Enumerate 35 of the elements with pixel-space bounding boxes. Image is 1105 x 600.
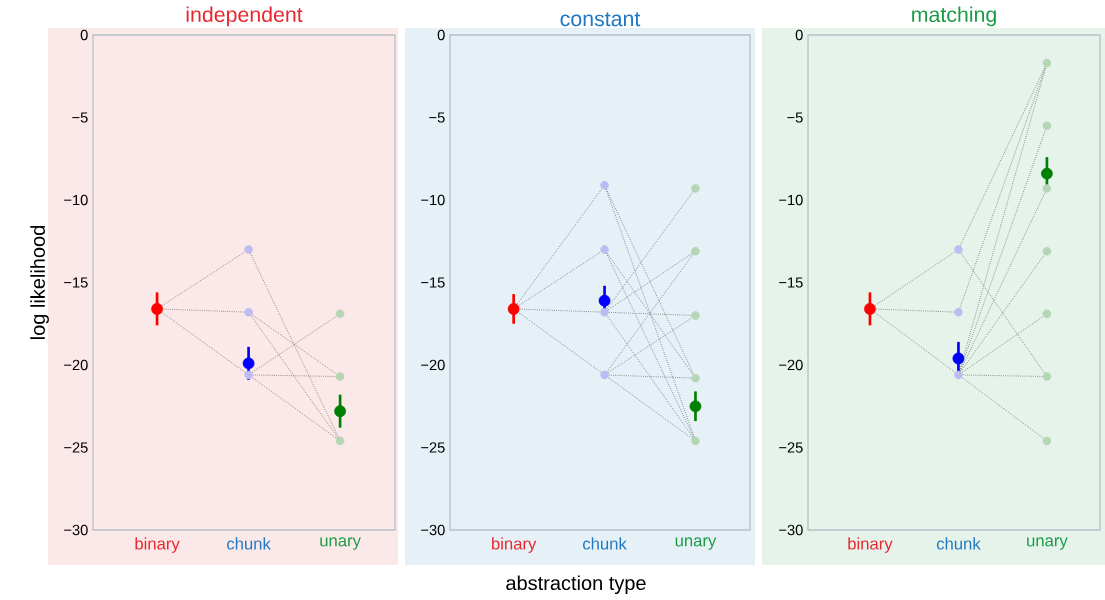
y-tick-label: −5: [72, 112, 88, 123]
y-tick-label: −15: [64, 277, 88, 288]
x-tick-label: unary: [1027, 537, 1068, 550]
y-tick-label: −10: [779, 194, 803, 206]
x-axis-title: abstraction type: [506, 575, 646, 595]
y-tick-label: −15: [421, 277, 445, 288]
chart-title: matching: [912, 6, 996, 27]
x-tick-label: unary: [320, 537, 361, 550]
x-tick-label: chunk: [936, 537, 981, 550]
y-tick-label: 0: [80, 29, 88, 41]
x-tick-label: chunk: [583, 537, 627, 550]
x-tick-label: binary: [492, 537, 537, 553]
x-tick-label: binary: [848, 537, 893, 553]
chart-title: constant: [560, 12, 641, 27]
x-tick-label: chunk: [227, 537, 271, 550]
y-tick-label: −25: [779, 442, 803, 453]
y-tick-label: −20: [64, 359, 88, 371]
y-tick-label: −25: [64, 442, 88, 453]
y-tick-label: −10: [421, 194, 445, 206]
y-tick-label: −20: [779, 359, 803, 371]
y-tick-label: −5: [787, 112, 803, 123]
y-tick-label: −30: [779, 524, 803, 536]
y-tick-label: −15: [779, 277, 803, 288]
y-tick-label: 0: [795, 29, 803, 41]
y-tick-label: 0: [437, 29, 445, 41]
y-axis-title: log likelihood: [30, 226, 49, 339]
y-tick-label: −20: [421, 359, 445, 371]
chart-title: independent: [186, 6, 303, 27]
y-tick-label: −30: [421, 524, 445, 536]
x-tick-label: unary: [675, 537, 717, 550]
y-tick-label: −5: [429, 112, 445, 123]
x-tick-label: binary: [135, 537, 180, 553]
y-tick-label: −25: [421, 442, 445, 453]
y-tick-label: −10: [64, 194, 88, 206]
y-tick-label: −30: [64, 524, 88, 536]
